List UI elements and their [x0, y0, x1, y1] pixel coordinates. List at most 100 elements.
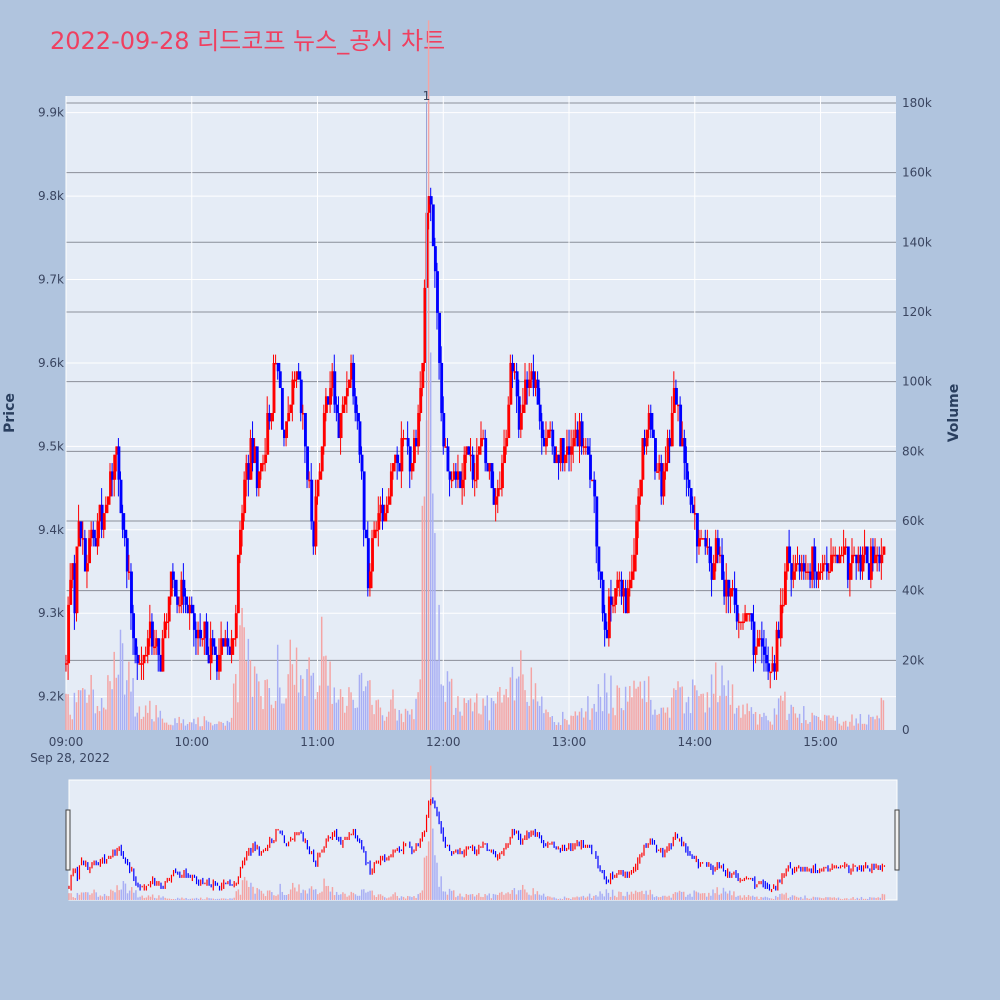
mini-volume-bar	[850, 898, 852, 900]
mini-volume-bar	[758, 898, 760, 900]
volume-bar	[71, 719, 74, 730]
candle-body	[218, 654, 221, 672]
mini-volume-bar	[243, 876, 246, 900]
mini-volume-bar	[530, 895, 532, 900]
range-slider-track[interactable]	[68, 779, 898, 901]
mini-volume-bar	[494, 894, 497, 900]
candle-body	[484, 438, 488, 464]
candle-body	[115, 446, 119, 455]
volume-bar	[828, 715, 830, 730]
mini-volume-bar	[260, 890, 263, 900]
mini-volume-bar	[653, 897, 656, 900]
mini-volume-bar	[674, 892, 677, 900]
range-slider[interactable]	[65, 765, 900, 901]
volume-bar	[668, 717, 671, 730]
candle-body	[700, 538, 704, 540]
volume-bar	[136, 712, 138, 730]
volume-bar	[480, 714, 482, 730]
range-slider-volume	[68, 765, 886, 900]
mini-volume-bar	[120, 889, 123, 900]
candle-body	[865, 546, 869, 564]
mini-volume-bar	[639, 891, 641, 900]
candle-body	[444, 446, 448, 448]
date-label: Sep 28, 2022	[30, 751, 110, 765]
candle-body	[358, 421, 362, 455]
volume-bar	[704, 712, 707, 730]
candle-body	[371, 538, 374, 572]
candle-body	[266, 413, 270, 455]
volume-bar	[79, 690, 82, 730]
mini-volume-bar	[538, 894, 541, 900]
candle-body	[381, 504, 385, 522]
volume-bar	[696, 690, 698, 730]
mini-volume-bar	[283, 894, 286, 900]
candle-body	[878, 554, 882, 564]
price-tick-label: 9.7k	[38, 273, 64, 287]
volume-bar	[392, 689, 394, 730]
mini-volume-bar	[802, 898, 804, 900]
mini-volume-bar	[222, 898, 225, 900]
volume-bar	[360, 672, 363, 730]
volume-bar	[549, 717, 551, 730]
time-gridlines	[65, 96, 822, 730]
volume-bar	[463, 698, 465, 730]
volume-bar	[429, 352, 432, 730]
volume-bar	[545, 709, 547, 730]
candle-body	[100, 504, 104, 530]
mini-volume-bar	[714, 893, 716, 900]
volume-bar	[744, 714, 746, 730]
volume-bar	[652, 714, 654, 730]
mini-volume-bar	[342, 892, 344, 900]
volume-bar	[100, 697, 103, 730]
candle-body	[691, 504, 695, 514]
candle-body	[165, 621, 169, 624]
mini-volume-bar	[473, 896, 476, 900]
candle-body	[574, 429, 578, 439]
mini-volume-bar	[398, 898, 401, 900]
candle-body	[551, 429, 555, 447]
time-tick-label: 14:00	[677, 735, 712, 749]
mini-volume-bar	[764, 896, 767, 900]
range-slider-right-handle[interactable]	[894, 809, 900, 871]
candle-body	[306, 446, 309, 480]
mini-volume-bar	[701, 893, 704, 900]
volume-bar	[616, 685, 618, 730]
mini-volume-bar	[87, 892, 89, 900]
volume-bar	[266, 679, 268, 730]
mini-volume-bar	[478, 893, 480, 900]
volume-bar	[857, 723, 860, 730]
volume-bar	[373, 714, 375, 730]
candle-body	[341, 404, 345, 413]
volume-bar	[759, 714, 761, 730]
candle-body	[293, 379, 297, 382]
candle-body	[490, 463, 494, 489]
mini-volume-bar	[444, 891, 447, 900]
range-slider-left-handle[interactable]	[65, 809, 71, 871]
candle-body	[756, 638, 760, 647]
mini-volume-bar	[774, 895, 777, 900]
volume-bar	[151, 719, 153, 730]
volume-bar	[511, 666, 514, 730]
mini-volume-bar	[367, 891, 369, 900]
mini-volume-bar	[216, 898, 219, 900]
volume-bar	[243, 627, 245, 730]
volume-bar	[599, 696, 602, 730]
candle-body	[125, 538, 129, 572]
volume-bar	[300, 675, 302, 730]
volume-bar	[195, 724, 197, 730]
volume-bar	[849, 721, 851, 730]
mini-volume-bar	[176, 897, 179, 900]
volume-bar	[295, 647, 298, 730]
candle-body	[846, 546, 850, 580]
volume-bar	[612, 707, 614, 730]
volume-bar	[134, 716, 136, 730]
volume-bar	[647, 676, 650, 730]
candle-body	[626, 588, 630, 614]
volume-bar	[738, 705, 740, 730]
volume-bar	[404, 708, 407, 730]
volume-bar	[165, 722, 168, 730]
volume-bar	[763, 712, 765, 730]
candle-body	[823, 563, 827, 565]
candle-body	[568, 446, 571, 455]
candle-body	[157, 638, 161, 655]
